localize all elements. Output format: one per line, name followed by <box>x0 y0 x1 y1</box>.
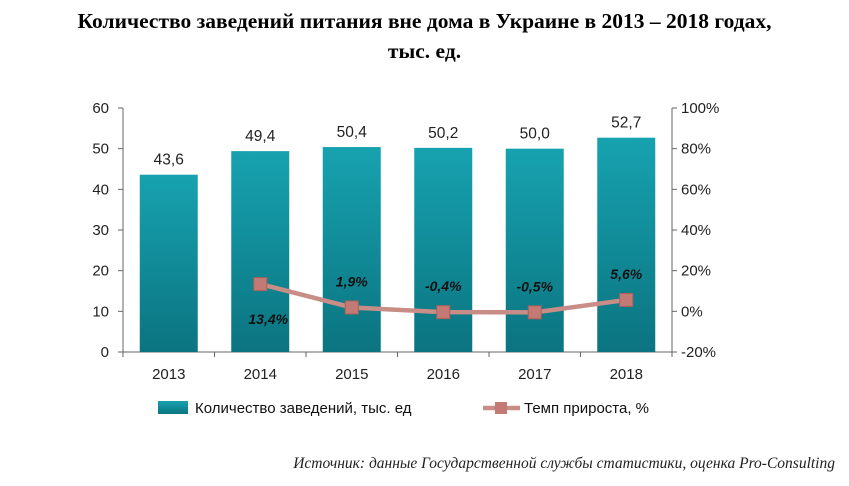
bar <box>414 147 473 352</box>
x-tick-label: 2013 <box>152 366 185 383</box>
x-tick-label: 2017 <box>518 366 551 383</box>
y-right-tick-label: 0% <box>681 303 703 320</box>
x-tick-label: 2015 <box>335 366 368 383</box>
y-left-tick-label: 20 <box>92 263 109 280</box>
bar-value-label: 43,6 <box>154 152 184 169</box>
bar <box>139 174 198 352</box>
bar <box>322 147 381 352</box>
legend: Количество заведений, тыс. ед Темп прирос… <box>158 400 649 417</box>
y-left-tick-label: 40 <box>92 181 109 198</box>
bar <box>505 148 564 352</box>
y-left-tick-label: 60 <box>92 100 109 117</box>
bar-value-label: 50,0 <box>520 126 551 143</box>
y-right-tick-label: 20% <box>681 263 711 280</box>
data-labels: 43,6 49,4 50,4 50,2 50,0 52,7 13,4% 1,9% -0,4% -0… <box>154 115 643 327</box>
x-tick-label: 2014 <box>244 366 277 383</box>
bar-value-label: 50,4 <box>337 124 368 141</box>
y-right-tick-label: 60% <box>681 181 711 198</box>
legend-swatch-marker <box>495 402 507 414</box>
y-right-tick-label: 40% <box>681 222 711 239</box>
y-left-tick-label: 10 <box>92 303 109 320</box>
bar-series <box>139 137 656 352</box>
growth-value-label: -0,4% <box>425 278 462 294</box>
y-left-tick-label: 0 <box>101 344 109 361</box>
axes: 0 10 20 30 40 50 60 -20% 0% 20% 40% 60% 80% 100% 2013 2… <box>92 100 719 383</box>
bar-value-label: 50,2 <box>428 125 458 142</box>
x-tick-label: 2018 <box>610 366 643 383</box>
y-right-tick-label: 80% <box>681 141 711 158</box>
line-marker <box>619 292 634 307</box>
growth-value-label: 13,4% <box>248 311 288 327</box>
legend-swatch-bars <box>158 401 188 414</box>
line-marker <box>253 277 268 292</box>
growth-value-label: 1,9% <box>336 273 368 289</box>
y-right-tick-label: -20% <box>681 344 716 361</box>
bar-value-label: 49,4 <box>245 128 276 145</box>
x-tick-label: 2016 <box>427 366 460 383</box>
source-note: Источник: данные Государственной службы … <box>293 455 835 472</box>
line-marker <box>436 305 451 320</box>
growth-value-label: -0,5% <box>516 278 553 294</box>
legend-label-line: Темп прироста, % <box>524 400 649 417</box>
line-marker <box>527 305 542 320</box>
line-marker <box>344 300 359 315</box>
legend-label-bars: Количество заведений, тыс. ед <box>195 400 412 417</box>
line-series <box>253 277 634 320</box>
y-right-tick-label: 100% <box>681 100 719 117</box>
chart-title-line-1: Количество заведений питания вне дома в … <box>77 9 772 33</box>
bar-value-label: 52,7 <box>611 115 641 132</box>
bar <box>231 151 290 352</box>
chart-title-line-2: тыс. ед. <box>387 39 462 63</box>
chart-title: Количество заведений питания вне дома в … <box>0 6 849 66</box>
y-left-tick-label: 30 <box>92 222 109 239</box>
growth-value-label: 5,6% <box>610 266 642 282</box>
bar <box>597 137 656 352</box>
y-left-tick-label: 50 <box>92 141 109 158</box>
